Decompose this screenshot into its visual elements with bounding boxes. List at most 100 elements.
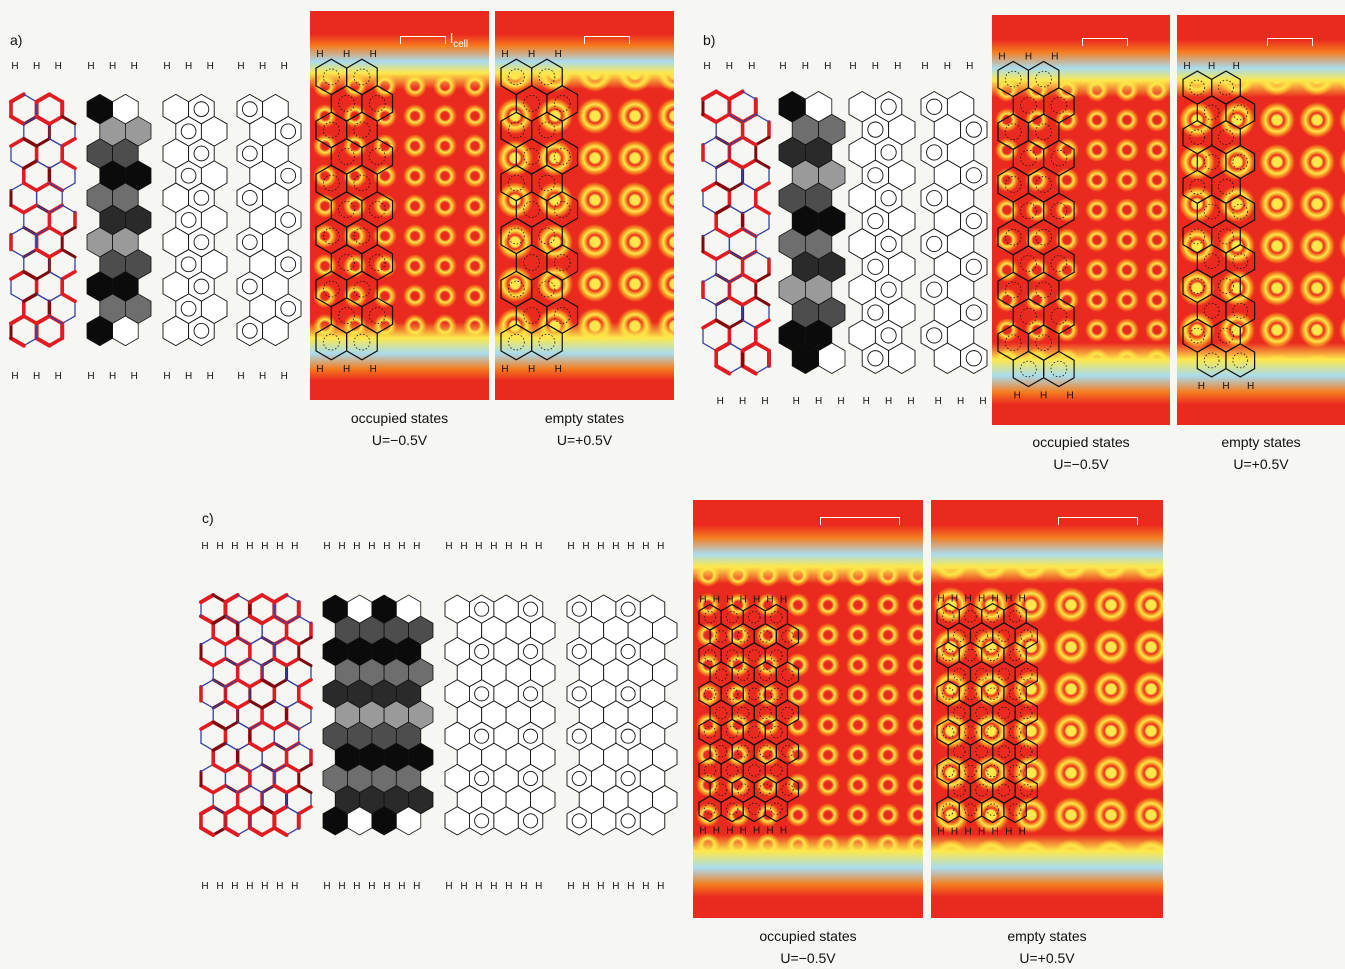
panel-c-empty-states-map-ring-dots	[964, 726, 977, 739]
panel-b-occupied-states-map-ring-overlay	[997, 324, 1030, 361]
panel-c-bond-order-structure-bond	[235, 804, 252, 816]
panel-c-occupied-states-map-ring-dots	[714, 783, 728, 796]
panel-a-clar-structure-2-hydrogen-label: H	[281, 371, 288, 382]
panel-c-empty-states-map-hydrogen-label: H	[992, 594, 999, 605]
panel-b-bond-order-structure-bond	[715, 159, 731, 169]
panel-a-empty-states-map-hydrogen-label: H	[501, 364, 508, 375]
panel-c-bond-order-structure-bond	[285, 700, 300, 709]
panel-c-clar-structure-1-aromatic-sextet	[523, 771, 539, 787]
panel-c-bond-order-structure-bond	[260, 720, 277, 731]
panel-c-bond-order-structure-bond	[260, 593, 277, 604]
panel-b-occupied-states-map-ring-dots	[1050, 149, 1068, 167]
panel-a-bond-order-structure-bond	[61, 204, 76, 214]
panel-a-occupied-states-map-ring-dots	[353, 174, 371, 192]
panel-c-bond-order-structure-bond	[249, 763, 263, 773]
panel-b-occupied-states-map-ring-overlay	[1043, 245, 1075, 282]
panel-b-clar-structure-1-aromatic-sextet	[880, 190, 897, 207]
panel-b-bond-order-structure-bond	[714, 204, 731, 215]
panel-c-bond-order-structure-bond	[199, 614, 216, 626]
panel-c-occupied-states-map-hydrogen-label: H	[699, 826, 706, 837]
panel-a-bond-order-structure-bond	[35, 293, 51, 302]
panel-c-empty-states-map-ring-dots	[1020, 668, 1033, 681]
panel-a-empty-states-map-ring-dots	[553, 201, 571, 218]
panel-c-occupied-states-map-ring-dots	[737, 706, 750, 720]
panel-c-bond-order-structure-bond	[248, 699, 264, 710]
panel-c-ring-density-structure-hydrogen-label: H	[353, 881, 360, 892]
panel-c-empty-states-map-hydrogen-label: H	[964, 826, 971, 837]
panel-c-occupied-states-map-ring-dots	[714, 745, 728, 758]
panel-c-empty-states-map-ring-dots	[975, 745, 988, 758]
panel-a-bond-order-structure-bond	[47, 247, 65, 259]
panel-b-label: b)	[703, 32, 716, 48]
panel-c-bond-order-structure-bond	[272, 825, 289, 837]
panel-a-bond-order-structure-hydrogen-label: H	[33, 371, 40, 382]
panel-a-clar-structure-2-aromatic-sextet	[280, 212, 297, 228]
panel-a-occupied-states-map-ring-dots	[368, 201, 386, 218]
panel-c-occupied-states-map-ring-dots	[781, 630, 794, 643]
panel-a-empty-states-map-hydrogen-label: H	[501, 49, 508, 60]
panel-a-occupied-states-map-ring-overlay	[346, 217, 378, 255]
panel-b-clar-structure-1-hydrogen-label: H	[907, 396, 914, 407]
panel-b-clar-structure-2-ring	[960, 342, 988, 375]
panel-b-bond-order-structure-bond	[754, 295, 771, 307]
panel-b-occupied-states-map-ring-dots	[1004, 176, 1022, 193]
panel-b-clar-structure-2-aromatic-sextet	[926, 190, 943, 207]
panel-b-occupied-states-map-ring-dots	[1004, 228, 1022, 246]
panel-a-empty-states-map-hydrogen-label: H	[555, 49, 562, 60]
panel-b-bond-order-structure-bond	[701, 249, 719, 261]
panel-a-bond-order-structure-bond	[34, 314, 52, 326]
panel-c-bond-order-structure-hydrogen-label: H	[231, 541, 238, 552]
panel-c-bond-order-structure-bond	[237, 827, 251, 836]
panel-c-clar-structure-1-hydrogen-label: H	[490, 541, 497, 552]
panel-a-occupied-states-map-ring-overlay	[315, 164, 348, 202]
panel-b-bond-order-structure-hydrogen-label: H	[748, 61, 755, 72]
panel-a-empty-states-map-ring-overlay	[500, 58, 533, 96]
panel-a-clar-structure-1-aromatic-sextet	[180, 300, 197, 317]
panel-c-empty-states-map-ring-dots	[1008, 687, 1022, 700]
panel-a-occupied-states-map-ring-overlay	[315, 111, 348, 149]
panel-b-bond-order-structure-bond	[715, 296, 731, 306]
panel-c-empty-states-map-ring-dots	[941, 764, 955, 778]
panel-c-bond-order-structure-bond	[297, 635, 313, 646]
panel-b-bond-order-structure-bond	[727, 158, 745, 170]
panel-b-bond-order-structure-bond	[753, 181, 771, 193]
panel-b-empty-states-map: H H H H H H	[1177, 15, 1345, 425]
panel-b-clar-structure-1-hydrogen-label: H	[872, 61, 879, 72]
panel-a-bond-order-structure-bond	[35, 160, 51, 169]
panel-c-clar-structure-1-hydrogen-label: H	[445, 541, 452, 552]
panel-a-empty-states-map-ring-dots	[523, 95, 540, 112]
panel-a-bond-order-structure-bond	[10, 293, 25, 302]
panel-c-occupied-states-map-ring-dots	[759, 630, 772, 643]
panel-c-empty-states-map-ring-dots	[1008, 803, 1022, 816]
panel-c-ring-density-structure-hydrogen-label: H	[368, 541, 375, 552]
panel-b-empty-scale-bar	[1267, 38, 1313, 46]
panel-c-clar-structure-2-aromatic-sextet	[571, 771, 587, 787]
panel-b-ring-density-structure-hydrogen-label: H	[802, 61, 809, 72]
panel-b-empty-states-map-ring-dots	[1189, 178, 1206, 195]
panel-b-empty-states-map-ring-dots	[1232, 253, 1249, 270]
panel-c-empty-states-map-ring-dots	[986, 803, 999, 816]
panel-a-occupied-states-map-ring-dots	[368, 254, 386, 271]
panel-a-occupied-states-map-hydrogen-label: H	[343, 364, 350, 375]
panel-c-clar-structure-2-aromatic-sextet	[620, 771, 636, 787]
panel-c-bond-order-structure-bond	[260, 741, 277, 753]
panel-b-empty-states-map-hydrogen-label: H	[1198, 381, 1205, 392]
panel-a-empty-states-map-ring-dots	[553, 254, 571, 271]
panel-a-occupied-states-map-ring-overlay	[361, 85, 394, 122]
panel-a-empty-states-map-ring-overlay	[515, 138, 548, 175]
panel-a-bond-order-structure-bond	[10, 182, 25, 192]
panel-c-bond-order-structure-bond	[212, 679, 227, 688]
panel-b-bond-order-structure-hydrogen-label: H	[761, 396, 768, 407]
panel-a-bond-order-structure-hydrogen-label: H	[33, 61, 40, 72]
panel-b-occupied-states-map-ring-dots	[1035, 281, 1052, 299]
panel-b-occupied-states-map-ring-overlay	[1043, 350, 1075, 388]
panel-c-empty-states-map-ring-dots	[986, 648, 999, 662]
panel-c-bond-order-structure-bond	[249, 636, 263, 646]
panel-a-clar-structure-2-aromatic-sextet	[280, 300, 297, 317]
panel-b-clar-structure-1: H H H H H H	[848, 61, 916, 407]
panel-c-bond-order-structure-bond	[272, 720, 289, 731]
panel-b-bond-order-structure-bond	[728, 365, 744, 375]
panel-c-clar-structure-1: H H H H H H HH H H H H H H	[444, 541, 556, 892]
panel-c-occupied-states-map-ring-dots	[737, 783, 750, 796]
